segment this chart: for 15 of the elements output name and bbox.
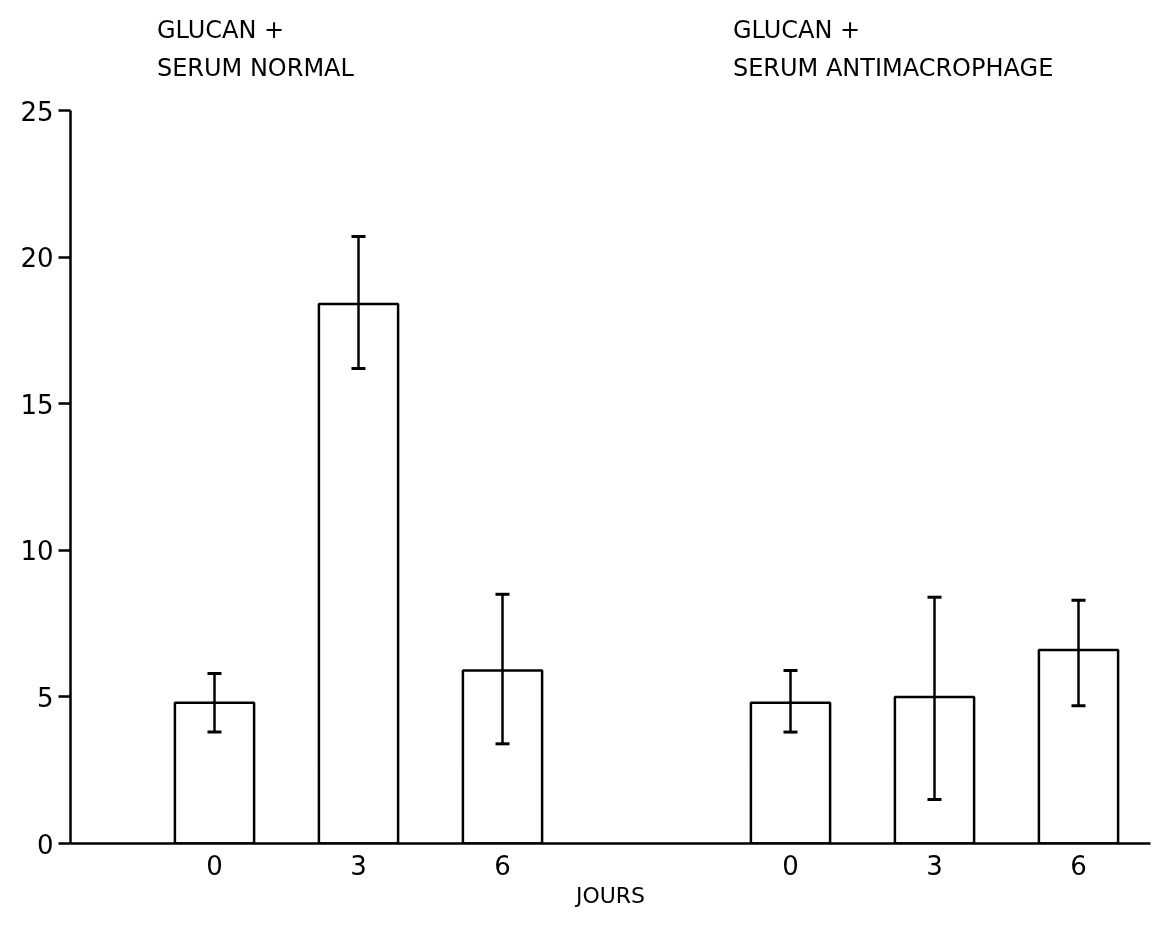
x-tick-label: 3 xyxy=(926,850,943,881)
y-tick-label: 25 xyxy=(20,96,54,127)
x-tick-label: 0 xyxy=(782,850,799,881)
x-tick-label: 6 xyxy=(1070,850,1087,881)
x-tick-label: 3 xyxy=(350,850,367,881)
x-axis-title: JOURS xyxy=(573,882,646,908)
y-tick-label: 15 xyxy=(20,389,54,420)
x-tick-label: 0 xyxy=(206,850,223,881)
x-tick-label: 6 xyxy=(494,850,511,881)
y-tick-label: 10 xyxy=(20,536,54,567)
y-tick-label: 5 xyxy=(36,682,54,713)
text: GLUCAN + SERUM ANTIMACROPHAGE xyxy=(732,15,1054,82)
y-tick-label: 0 xyxy=(36,829,54,860)
y-tick-label: 20 xyxy=(20,243,54,274)
text: GLUCAN + SERUM NORMAL xyxy=(156,15,355,82)
